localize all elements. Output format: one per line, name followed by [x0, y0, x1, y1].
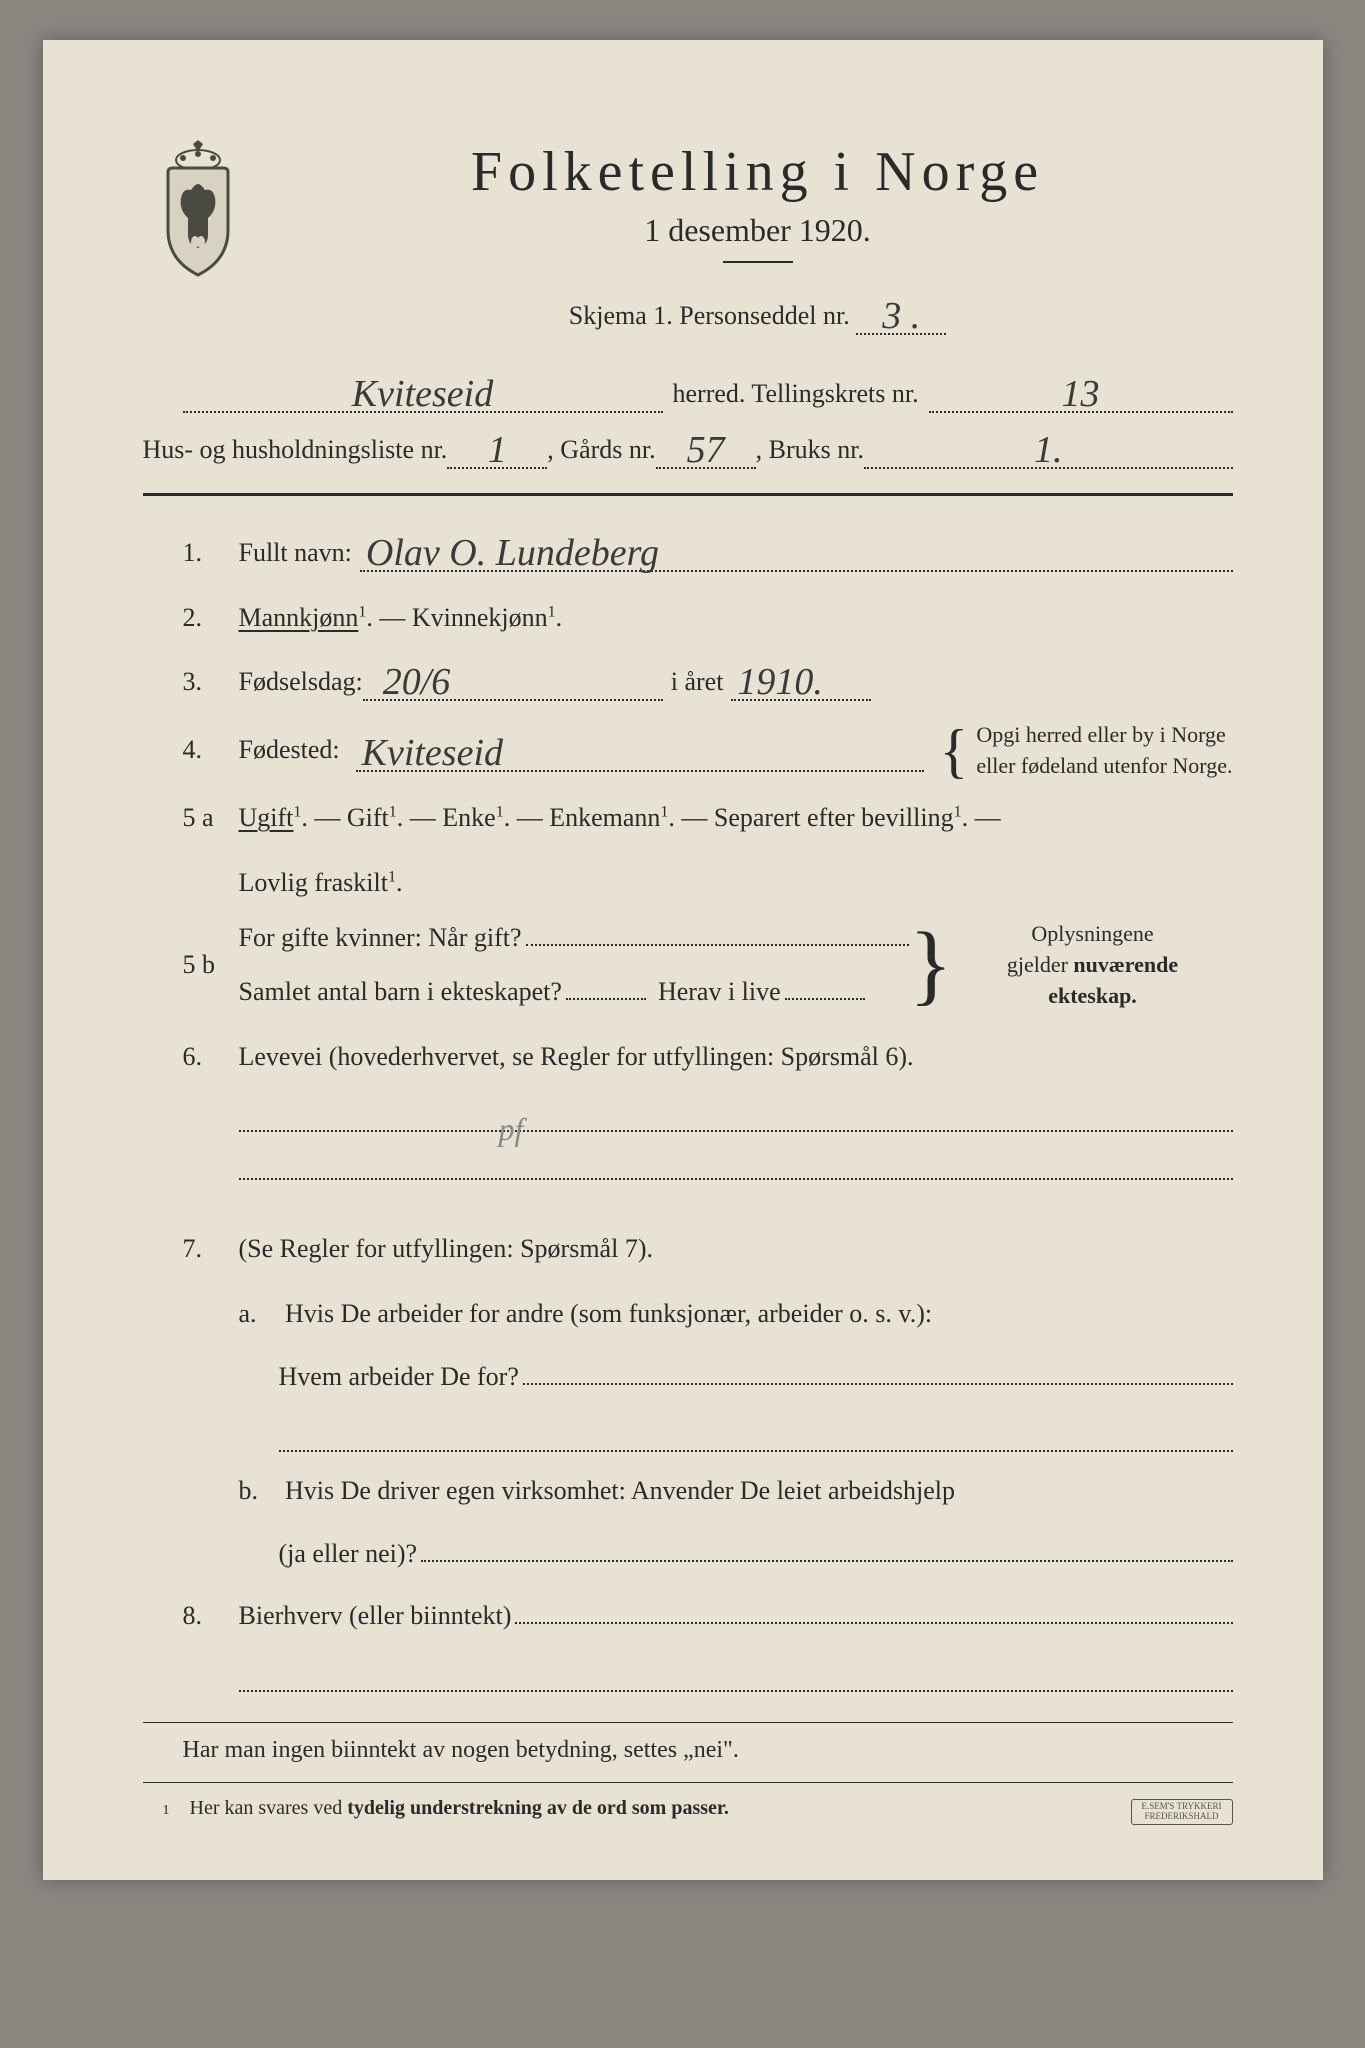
q6-row: 6. Levevei (hovederhvervet, se Regler fo… [183, 1030, 1233, 1085]
footer-note: Har man ingen biinntekt av nogen betydni… [143, 1737, 1233, 1764]
q7a-text1: Hvis De arbeider for andre (som funksjon… [285, 1299, 932, 1328]
q6-value: pf [499, 1096, 524, 1163]
q7b-label: b. [239, 1464, 279, 1519]
stamp-line2: FREDERIKSHALD [1142, 1812, 1222, 1822]
census-form-page: Folketelling i Norge 1 desember 1920. Sk… [43, 40, 1323, 1880]
q8-answer-line [239, 1664, 1233, 1692]
q1-num: 1. [183, 526, 239, 581]
q4-note2: eller fødeland utenfor Norge. [976, 751, 1232, 782]
q3-row: 3. Fødselsdag: 20/6 i året 1910. [183, 655, 1233, 710]
q7-num: 7. [183, 1222, 239, 1277]
q4-num: 4. [183, 723, 239, 778]
fn-text-b: tydelig understrekning av de ord som pas… [347, 1797, 729, 1819]
q8-row: 8. Bierhverv (eller biinntekt) [183, 1589, 1233, 1644]
herred-line: Kviteseid herred. Tellingskrets nr. 13 [143, 371, 1233, 413]
q7a-answer-line [279, 1424, 1233, 1452]
schema-label: Skjema 1. Personseddel nr. [569, 301, 850, 330]
q4-value: Kviteseid [362, 732, 503, 774]
q5a-line2: Lovlig fraskilt1. [183, 856, 1233, 911]
q5a-separert: Separert efter bevilling [714, 803, 954, 832]
q7a-label: a. [239, 1287, 279, 1342]
q3-year: 1910. [737, 661, 823, 703]
q5a-enke: Enke [442, 803, 495, 832]
q5b-line2a: Samlet antal barn i ekteskapet? [239, 965, 562, 1020]
q7a-text2: Hvem arbeider De for? [279, 1350, 519, 1405]
q5a-gift: Gift [347, 803, 389, 832]
brace-icon-2: } [909, 929, 952, 1001]
q8-num: 8. [183, 1589, 239, 1644]
herred-value: Kviteseid [352, 373, 493, 415]
form-body: 1. Fullt navn: Olav O. Lundeberg 2. Mann… [143, 526, 1233, 1692]
footnote-divider [143, 1782, 1233, 1783]
coat-of-arms [143, 140, 253, 280]
bruks-nr: 1. [1034, 429, 1063, 471]
q2-num: 2. [183, 591, 239, 646]
gards-label: , Gårds nr. [547, 435, 655, 465]
title-rule [723, 261, 793, 263]
tellingskrets-nr: 13 [1062, 373, 1100, 415]
q6-num: 6. [183, 1030, 239, 1085]
brace-icon: { [940, 727, 969, 775]
q5b-row: 5 b For gifte kvinner: Når gift? Samlet … [183, 911, 1233, 1020]
q6-label: Levevei (hovederhvervet, se Regler for u… [239, 1042, 914, 1071]
herred-label: herred. Tellingskrets nr. [673, 379, 919, 409]
census-date: 1 desember 1920. [283, 212, 1233, 249]
q6-answer-line2 [239, 1152, 1233, 1180]
main-divider [143, 493, 1233, 496]
q7b-line2: (ja eller nei)? [183, 1527, 1233, 1582]
q1-label: Fullt navn: [239, 526, 352, 581]
q4-row: 4. Fødested: Kviteseid { Opgi herred ell… [183, 720, 1233, 782]
q7a: a. Hvis De arbeider for andre (som funks… [183, 1287, 1233, 1342]
main-title: Folketelling i Norge [283, 140, 1233, 204]
q1-row: 1. Fullt navn: Olav O. Lundeberg [183, 526, 1233, 581]
q5b-line1: For gifte kvinner: Når gift? [239, 911, 522, 966]
title-block: Folketelling i Norge 1 desember 1920. Sk… [283, 140, 1233, 351]
footer-divider [143, 1722, 1233, 1723]
q7b: b. Hvis De driver egen virksomhet: Anven… [183, 1464, 1233, 1519]
q5b-side1: Oplysningene [953, 919, 1233, 950]
q7-row: 7. (Se Regler for utfyllingen: Spørsmål … [183, 1222, 1233, 1277]
header: Folketelling i Norge 1 desember 1920. Sk… [143, 140, 1233, 351]
printer-stamp: E.SEM'S TRYKKERI FREDERIKSHALD [1131, 1799, 1233, 1825]
q5b-side2: gjelder [1007, 952, 1068, 977]
q3-label: Fødselsdag: [239, 655, 363, 710]
q5a-row: 5 a Ugift1. — Gift1. — Enke1. — Enkemann… [183, 791, 1233, 846]
q5a-ugift: Ugift [239, 803, 294, 832]
hus-label: Hus- og husholdningsliste nr. [143, 435, 448, 465]
gards-nr: 57 [687, 429, 725, 471]
q5a-num: 5 a [183, 791, 239, 846]
q5b-side2b: nuværende [1073, 952, 1178, 977]
crest-icon [143, 140, 253, 280]
q5b-line2b: Herav i live [658, 965, 781, 1020]
q4-note: Opgi herred eller by i Norge eller fødel… [976, 720, 1232, 782]
q5b-side3: ekteskap. [1048, 983, 1137, 1008]
q7b-text2: (ja eller nei)? [279, 1527, 418, 1582]
q5b-sidenote: Oplysningene gjelder nuværende ekteskap. [953, 919, 1233, 1011]
q7a-line2: Hvem arbeider De for? [183, 1350, 1233, 1405]
q3-mid: i året [671, 655, 724, 710]
hus-line: Hus- og husholdningsliste nr. 1 , Gårds … [143, 427, 1233, 469]
q4-label: Fødested: [239, 723, 340, 778]
q7b-text1: Hvis De driver egen virksomhet: Anvender… [285, 1476, 955, 1505]
q5a-enkemann: Enkemann [549, 803, 660, 832]
q5b-num: 5 b [183, 938, 239, 993]
footnote: 1 Her kan svares ved tydelig understrekn… [143, 1797, 1233, 1820]
schema-line: Skjema 1. Personseddel nr. 3 . [283, 293, 1233, 335]
personseddel-nr: 3 . [882, 295, 920, 337]
q5a-fraskilt: Lovlig fraskilt [239, 868, 388, 897]
bruks-label: , Bruks nr. [756, 435, 864, 465]
q3-day: 20/6 [383, 661, 451, 703]
q2-row: 2. Mannkjønn1. — Kvinnekjønn1. [183, 591, 1233, 646]
q3-num: 3. [183, 655, 239, 710]
q2-kvinne: Kvinnekjønn [412, 603, 548, 632]
q2-mann: Mannkjønn [239, 603, 359, 632]
hus-nr: 1 [488, 429, 507, 471]
q4-note1: Opgi herred eller by i Norge [976, 720, 1232, 751]
q8-label: Bierhverv (eller biinntekt) [239, 1589, 512, 1644]
q7-intro: (Se Regler for utfyllingen: Spørsmål 7). [239, 1222, 1233, 1277]
q6-answer-line: pf [239, 1104, 1233, 1132]
q1-value: Olav O. Lundeberg [366, 532, 659, 574]
fn-text-a: Her kan svares ved [190, 1797, 348, 1819]
